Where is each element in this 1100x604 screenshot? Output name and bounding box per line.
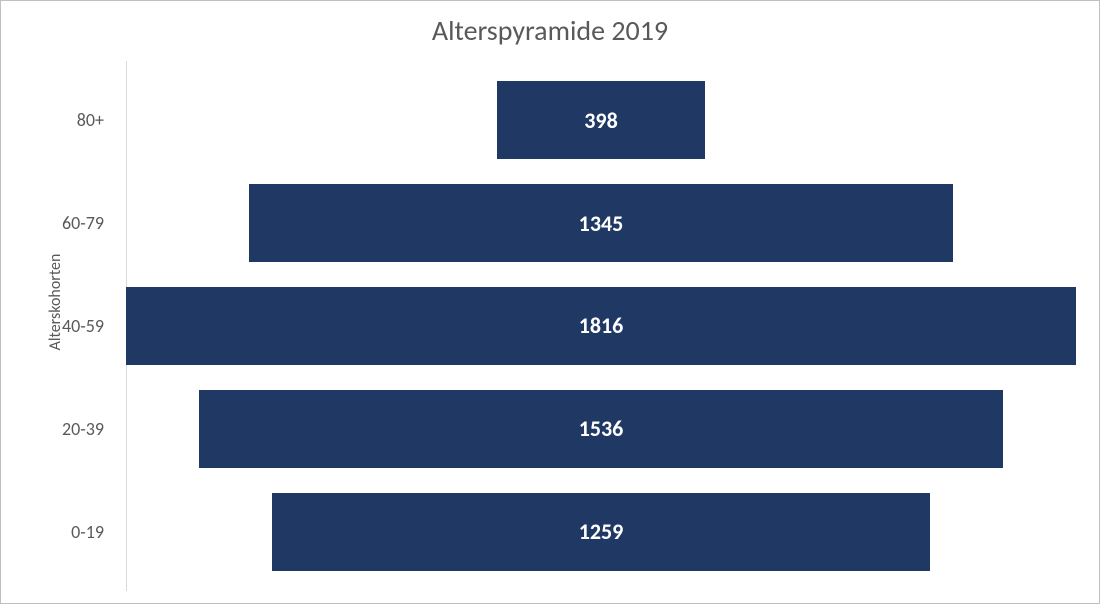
y-label: 20-39 — [1, 390, 116, 468]
bar: 1536 — [199, 390, 1003, 468]
chart-frame: Alterspyramide 2019 Alterskohorten 80+ 6… — [0, 0, 1100, 604]
bar-value-label: 1345 — [579, 210, 624, 237]
bar: 1816 — [126, 287, 1076, 365]
bar-value-label: 1536 — [579, 415, 624, 442]
y-label: 80+ — [1, 81, 116, 159]
bar-row: 1259 — [126, 493, 1076, 571]
bar-row: 1536 — [126, 390, 1076, 468]
y-label: 60-79 — [1, 184, 116, 262]
bar: 398 — [497, 81, 705, 159]
bar-row: 398 — [126, 81, 1076, 159]
y-label: 0-19 — [1, 493, 116, 571]
bars-container: 398 1345 1816 1536 1259 — [126, 61, 1076, 591]
y-axis-labels: 80+ 60-79 40-59 20-39 0-19 — [1, 61, 116, 591]
y-label: 40-59 — [1, 287, 116, 365]
chart-title: Alterspyramide 2019 — [1, 13, 1099, 48]
bar-value-label: 1259 — [579, 518, 624, 545]
bar: 1259 — [272, 493, 931, 571]
bar-value-label: 1816 — [579, 312, 624, 339]
plot-area: 398 1345 1816 1536 1259 — [126, 61, 1076, 591]
bar-value-label: 398 — [584, 107, 617, 134]
bar-row: 1816 — [126, 287, 1076, 365]
bar-row: 1345 — [126, 184, 1076, 262]
bar: 1345 — [249, 184, 953, 262]
